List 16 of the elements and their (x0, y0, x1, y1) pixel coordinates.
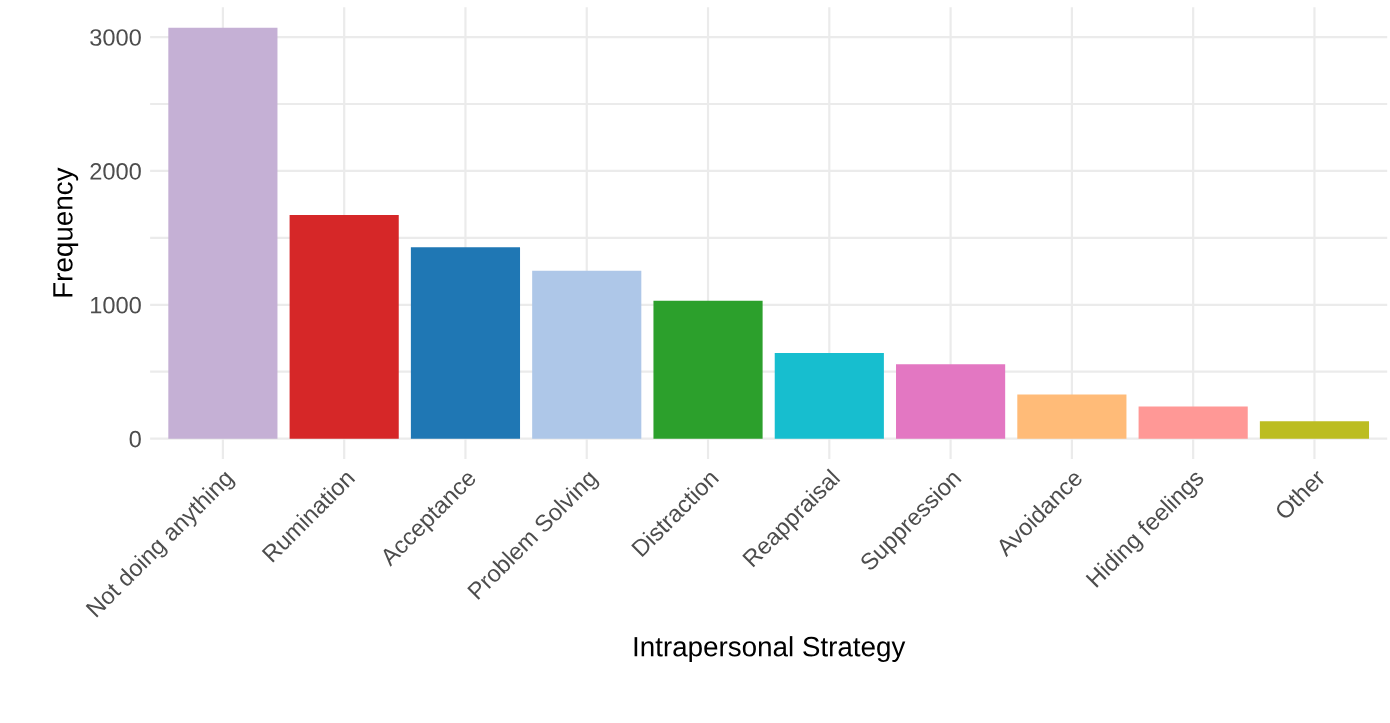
y-tick-label: 3000 (90, 29, 141, 46)
y-tick-label: 2000 (90, 163, 141, 180)
bar (653, 300, 763, 439)
y-axis-title: Frequency (53, 167, 79, 297)
bar (289, 215, 399, 439)
y-tick-label: 1000 (91, 296, 141, 314)
bar (896, 364, 1006, 439)
bar (532, 270, 642, 439)
bar (1138, 406, 1248, 439)
bar (1017, 394, 1127, 439)
bar (168, 27, 278, 439)
x-axis-title: Intrapersonal Strategy (634, 636, 906, 663)
bar (1259, 421, 1370, 439)
bar (410, 247, 521, 439)
bar (774, 352, 884, 439)
y-tick-label: 0 (129, 430, 141, 448)
